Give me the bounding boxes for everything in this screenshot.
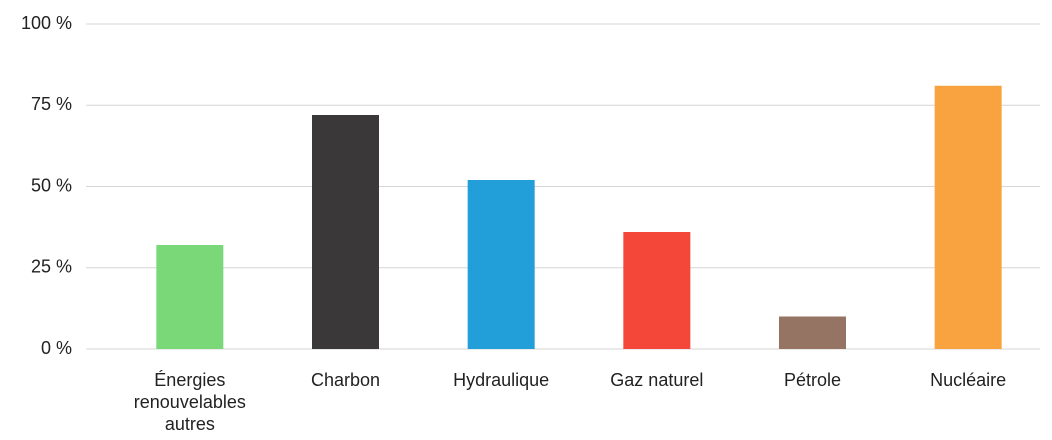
x-tick-label: Hydraulique <box>453 370 550 390</box>
bar <box>934 85 1002 349</box>
bar <box>156 245 224 349</box>
x-tick-label: Gaz naturel <box>610 370 704 390</box>
bar <box>623 232 691 349</box>
x-tick-label: Pétrole <box>783 370 842 390</box>
y-tick-label: 25 % <box>31 257 72 277</box>
y-tick-label: 50 % <box>31 175 72 195</box>
x-tick-label: Énergies renouvelables autres <box>133 370 246 434</box>
bar <box>467 180 535 349</box>
bar <box>779 316 846 349</box>
x-tick-label: Nucléaire <box>930 370 1007 390</box>
y-tick-label: 75 % <box>31 94 72 114</box>
y-tick-label: 0 % <box>41 338 72 358</box>
bar <box>312 115 379 349</box>
y-tick-label: 100 % <box>21 13 72 33</box>
x-tick-label: Charbon <box>310 370 381 390</box>
